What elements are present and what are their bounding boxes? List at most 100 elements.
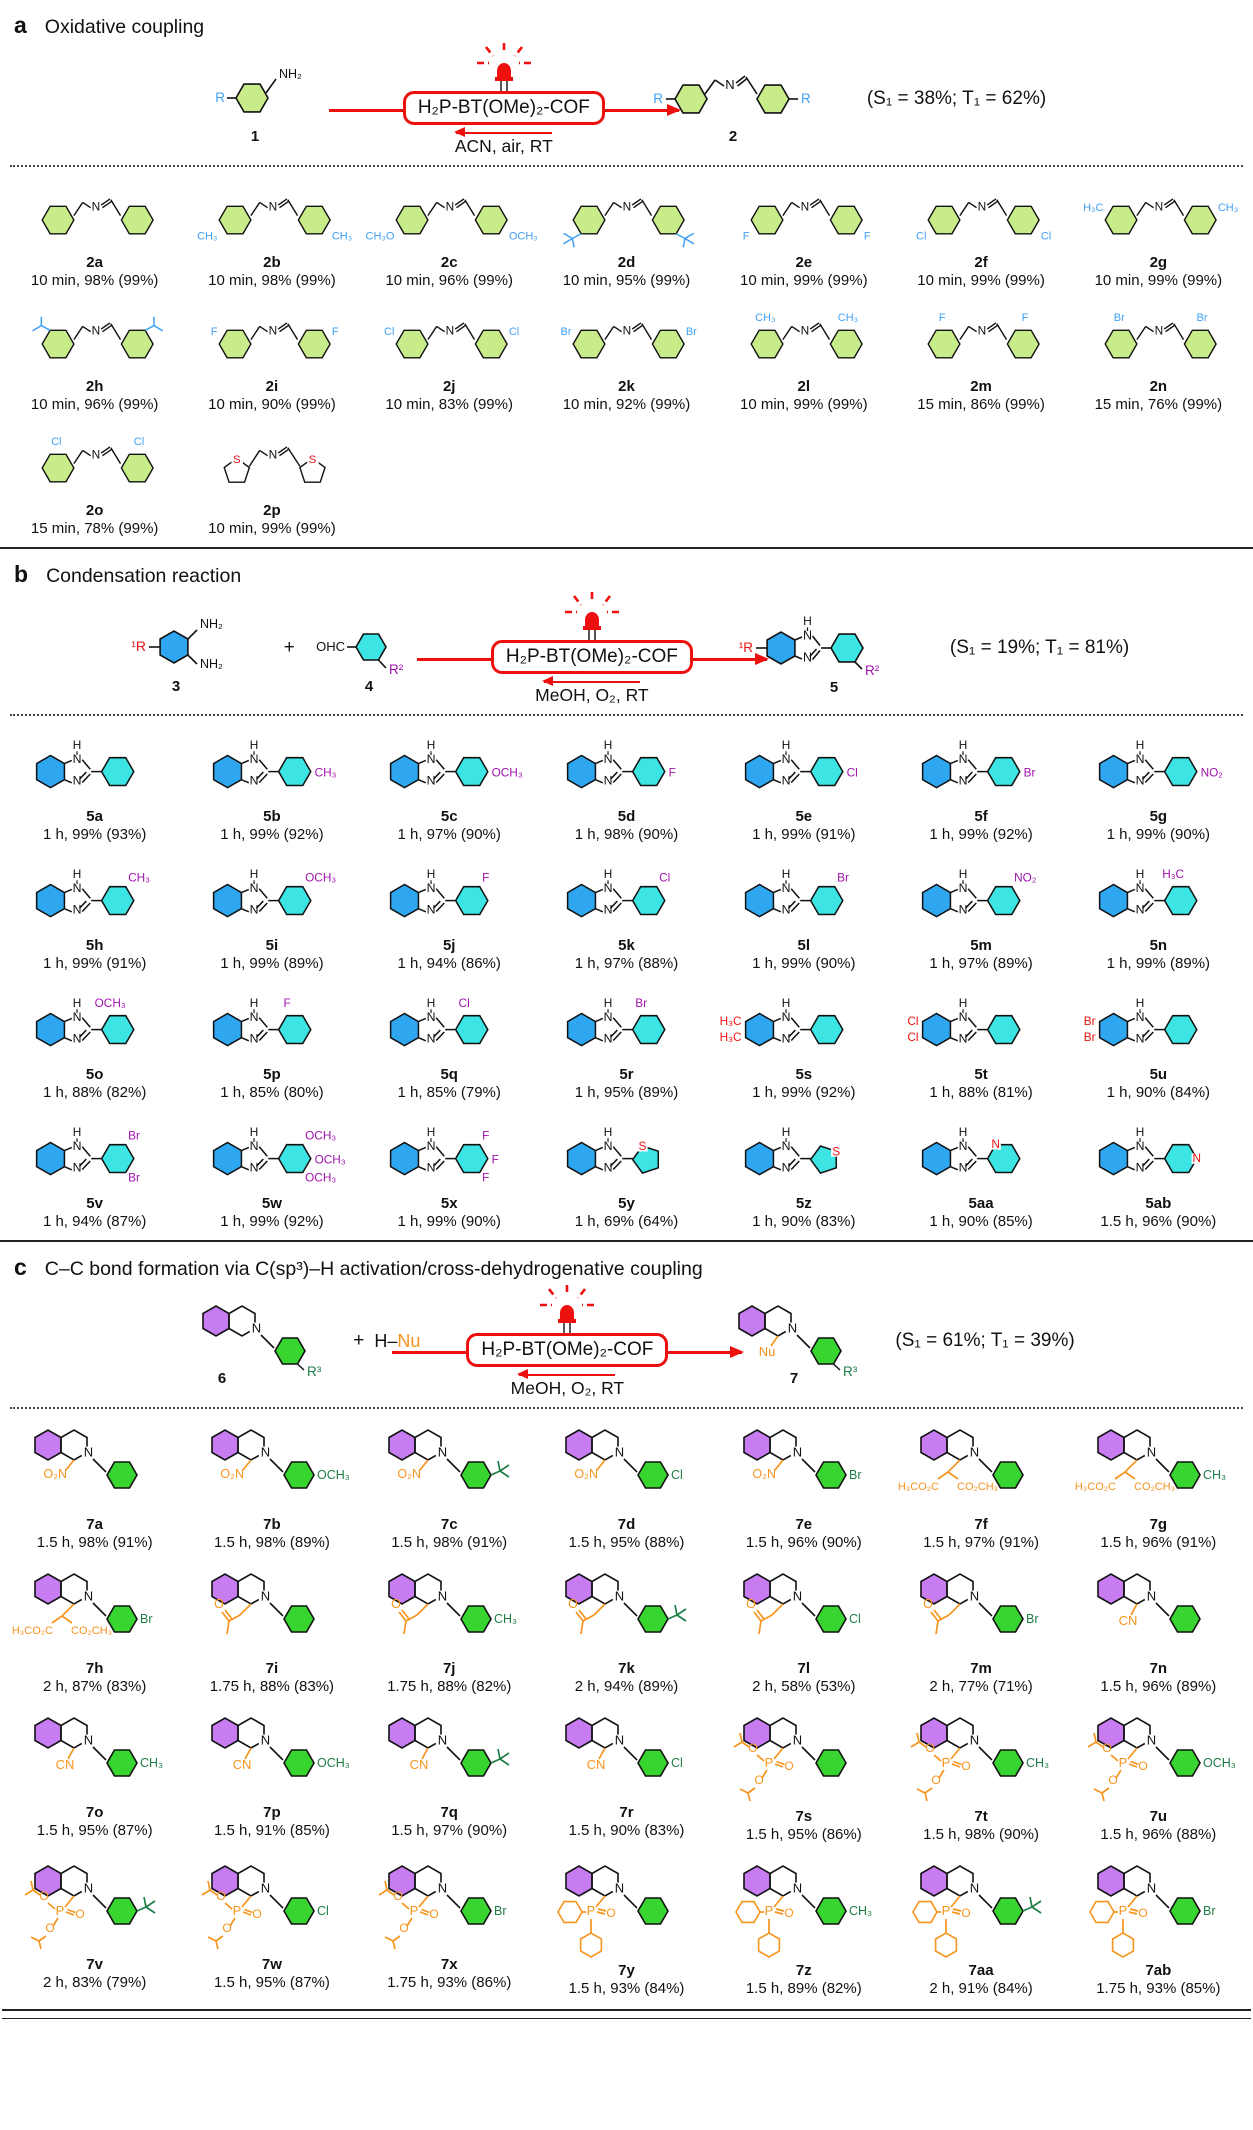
svg-text:CH₃: CH₃ <box>332 230 352 242</box>
svg-text:S: S <box>233 454 241 466</box>
plus-sign-c: + <box>353 1330 365 1351</box>
conditions-a: ACN, air, RT <box>454 136 553 156</box>
panel-b: b Condensation reaction ¹R NH₂ NH₂ 3 + OHC R… <box>0 547 1253 1240</box>
compound-structure: N Cl Cl <box>384 322 519 359</box>
compound-id: 2g <box>1149 254 1168 271</box>
svg-text:CN: CN <box>1119 1613 1138 1628</box>
compound-2o: N Cl Cl 2o 15 min, 78% (99%) <box>6 421 183 537</box>
svg-text:N: N <box>261 1589 270 1604</box>
svg-text:H: H <box>1136 1125 1145 1139</box>
compound-yield: 10 min, 96% (99%) <box>30 396 159 413</box>
compound-yield: 1.5 h, 96% (90%) <box>745 1534 862 1551</box>
compound-id: 5e <box>795 808 813 825</box>
svg-text:Br: Br <box>128 1129 140 1143</box>
svg-text:N: N <box>959 881 968 895</box>
svg-text:O: O <box>214 1597 224 1611</box>
compound-5d: N H N F 5d 1 h, 98% (90%) <box>538 722 715 843</box>
compound-yield: 1.5 h, 93% (84%) <box>568 1980 685 1997</box>
compound-5h: N H N CH₃ 5h 1 h, 99% (91%) <box>6 851 183 972</box>
svg-text:N: N <box>970 1589 979 1604</box>
compound-id: 5o <box>85 1066 104 1083</box>
svg-text:F: F <box>669 765 676 779</box>
compound-7t: N CH₃ P O O O 7t 1.5 h, 98% (90%) <box>892 1703 1069 1843</box>
product-7-structure: N Nu R³ 7 <box>738 1305 858 1387</box>
compound-5z: N H N S 5z 1 h, 90% (83%) <box>715 1109 892 1230</box>
compound-5g: N H N NO₂ 5g 1 h, 99% (90%) <box>1070 722 1247 843</box>
compound-structure: N <box>41 198 154 235</box>
compound-yield: 1.5 h, 95% (87%) <box>36 1822 153 1839</box>
svg-text:CH₃O: CH₃O <box>366 230 395 242</box>
compound-structure: S SN <box>223 446 326 483</box>
compound-5j: N H N F 5j 1 h, 94% (86%) <box>361 851 538 972</box>
svg-text:Cl: Cl <box>671 1468 683 1482</box>
compound-id: 5g <box>1149 808 1168 825</box>
svg-text:N: N <box>959 752 968 766</box>
catalyst-box: H₂P-BT(OMe)₂-COF <box>466 1333 669 1367</box>
compound-id: 2j <box>442 378 456 395</box>
svg-text:N: N <box>1136 902 1145 916</box>
svg-text:N: N <box>1136 1010 1145 1024</box>
singlet-triplet-stats-c: (S₁ = 61%; T₁ = 39%) <box>895 1330 1075 1351</box>
svg-text:N: N <box>623 199 632 213</box>
svg-text:H: H <box>72 867 81 881</box>
svg-text:N: N <box>1136 752 1145 766</box>
compound-structure: N Cl O <box>742 1573 861 1635</box>
reaction-arrow-b: H₂P-BT(OMe)₂-COF MeOH, O₂, RT <box>416 590 769 706</box>
svg-text:F: F <box>211 326 218 338</box>
svg-text:CH₃: CH₃ <box>128 871 150 885</box>
svg-text:N: N <box>446 323 455 337</box>
compound-structure: N OCH₃ O₂N <box>211 1429 350 1489</box>
svg-text:R: R <box>215 90 225 105</box>
compound-2j: N Cl Cl 2j 10 min, 83% (99%) <box>361 297 538 413</box>
svg-text:F: F <box>864 230 871 242</box>
svg-text:N: N <box>725 77 734 92</box>
svg-text:N: N <box>959 1160 968 1174</box>
compound-5m: N H N NO₂ 5m 1 h, 97% (89%) <box>892 851 1069 972</box>
compound-yield: 1 h, 98% (90%) <box>574 826 679 843</box>
svg-text:Br: Br <box>1084 1014 1096 1028</box>
svg-text:O: O <box>1103 1741 1112 1755</box>
svg-text:OCH₃: OCH₃ <box>317 1468 350 1482</box>
compound-id: 7j <box>442 1660 456 1677</box>
compound-id: 7u <box>1149 1808 1168 1825</box>
compound-5ab: N H N N 5ab 1.5 h, 96% (90%) <box>1070 1109 1247 1230</box>
svg-text:N: N <box>249 1031 258 1045</box>
compound-id: 7s <box>795 1808 813 1825</box>
svg-text:O: O <box>607 1906 616 1920</box>
svg-text:N: N <box>615 1445 624 1460</box>
svg-text:N: N <box>1147 1733 1156 1748</box>
compound-id: 7m <box>970 1660 992 1677</box>
compound-id: 5z <box>795 1195 812 1212</box>
compound-yield: 1.5 h, 96% (91%) <box>1100 1534 1217 1551</box>
svg-text:N: N <box>788 1321 797 1336</box>
svg-text:O: O <box>216 1889 225 1903</box>
compound-yield: 1.5 h, 96% (89%) <box>1100 1678 1217 1695</box>
compound-yield: 1 h, 88% (81%) <box>929 1084 1033 1101</box>
svg-text:N: N <box>959 902 968 916</box>
svg-text:N: N <box>604 773 613 787</box>
compound-yield: 1.5 h, 98% (91%) <box>391 1534 508 1551</box>
compound-id: 7k <box>618 1660 635 1677</box>
svg-text:H: H <box>959 996 968 1010</box>
reaction-arrow-a: H₂P-BT(OMe)₂-COF ACN, air, RT <box>328 41 681 157</box>
compound-yield: 1 h, 94% (86%) <box>397 955 501 972</box>
conditions-c: MeOH, O₂, RT <box>510 1378 625 1398</box>
compound-yield: 1 h, 97% (89%) <box>929 955 1033 972</box>
svg-text:OCH₃: OCH₃ <box>315 1152 346 1166</box>
svg-text:H: H <box>72 996 81 1010</box>
svg-text:H: H <box>250 738 259 752</box>
compound-id: 5l <box>797 937 811 954</box>
compound-yield: 10 min, 90% (99%) <box>208 396 336 413</box>
compound-id: 7b <box>263 1516 281 1533</box>
svg-text:N: N <box>261 1881 270 1896</box>
compound-structure: N Cl CN <box>565 1717 683 1777</box>
compound-id: 7c <box>440 1516 458 1533</box>
svg-text:CH₃: CH₃ <box>755 312 775 324</box>
compound-5q: N H N Cl 5q 1 h, 85% (79%) <box>361 980 538 1101</box>
compound-2b: N CH₃ CH₃ 2b 10 min, 98% (99%) <box>183 173 360 289</box>
